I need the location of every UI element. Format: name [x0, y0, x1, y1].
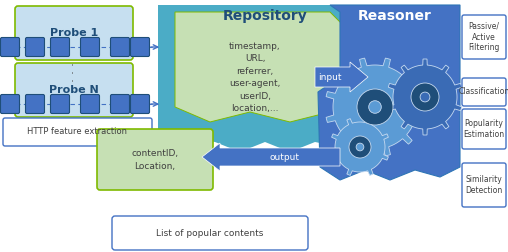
Text: · · ·: · · ·: [68, 62, 80, 82]
FancyBboxPatch shape: [50, 38, 70, 56]
Polygon shape: [332, 119, 388, 175]
FancyBboxPatch shape: [80, 38, 100, 56]
Polygon shape: [158, 5, 365, 152]
Polygon shape: [175, 12, 345, 122]
FancyArrow shape: [315, 62, 368, 92]
Text: Passive/
Active
Filtering: Passive/ Active Filtering: [468, 22, 500, 52]
Text: Probe 1: Probe 1: [50, 28, 98, 38]
Circle shape: [349, 136, 371, 158]
FancyBboxPatch shape: [1, 38, 19, 56]
FancyBboxPatch shape: [15, 63, 133, 117]
FancyBboxPatch shape: [25, 94, 45, 113]
FancyBboxPatch shape: [462, 15, 506, 59]
Text: Classification: Classification: [458, 87, 508, 97]
Text: Repository: Repository: [223, 9, 307, 23]
Text: timestamp,
URL,
referrer,
user-agent,
userID,
location,...: timestamp, URL, referrer, user-agent, us…: [229, 42, 281, 113]
Text: output: output: [270, 152, 300, 162]
FancyBboxPatch shape: [462, 163, 506, 207]
Circle shape: [411, 83, 439, 111]
FancyBboxPatch shape: [112, 216, 308, 250]
Circle shape: [356, 143, 364, 151]
FancyBboxPatch shape: [15, 6, 133, 60]
Polygon shape: [318, 5, 460, 180]
FancyBboxPatch shape: [462, 78, 506, 106]
Text: Popularity
Estimation: Popularity Estimation: [463, 119, 504, 139]
FancyBboxPatch shape: [462, 109, 506, 149]
FancyBboxPatch shape: [111, 38, 130, 56]
FancyBboxPatch shape: [97, 129, 213, 190]
Circle shape: [369, 101, 382, 113]
FancyBboxPatch shape: [25, 38, 45, 56]
Text: input: input: [318, 73, 342, 81]
FancyBboxPatch shape: [50, 94, 70, 113]
Text: Similarity
Detection: Similarity Detection: [465, 175, 502, 195]
FancyBboxPatch shape: [80, 94, 100, 113]
FancyBboxPatch shape: [131, 94, 149, 113]
Text: Reasoner: Reasoner: [358, 9, 432, 23]
Circle shape: [420, 92, 430, 102]
Text: Probe N: Probe N: [49, 85, 99, 95]
FancyArrow shape: [202, 143, 340, 171]
FancyBboxPatch shape: [3, 118, 152, 146]
FancyBboxPatch shape: [1, 94, 19, 113]
Text: List of popular contents: List of popular contents: [156, 229, 264, 237]
Polygon shape: [326, 58, 424, 156]
Text: HTTP feature extraction: HTTP feature extraction: [27, 128, 127, 137]
FancyBboxPatch shape: [131, 38, 149, 56]
FancyBboxPatch shape: [111, 94, 130, 113]
Text: contentID,
Location,: contentID, Location,: [132, 149, 179, 171]
Polygon shape: [158, 52, 175, 82]
Polygon shape: [388, 59, 462, 135]
Circle shape: [357, 89, 393, 125]
